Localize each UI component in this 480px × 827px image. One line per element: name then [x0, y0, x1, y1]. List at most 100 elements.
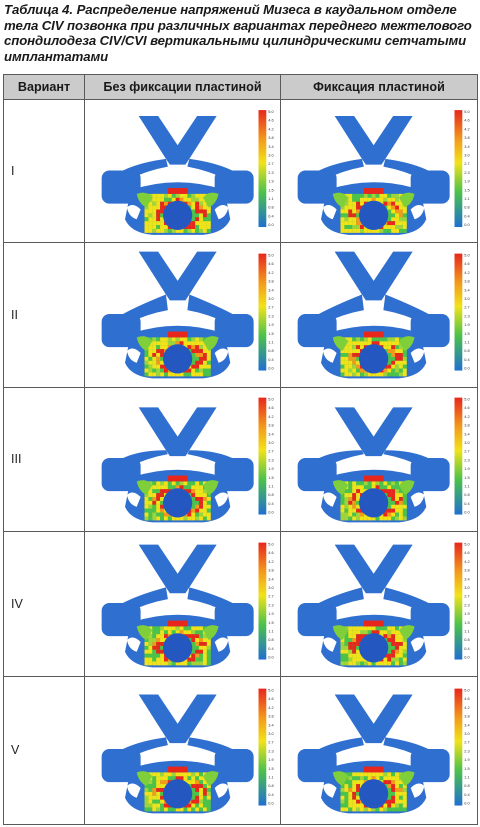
colorbar-tick-label: 0.8 [268, 783, 273, 788]
colorbar-tick-label: 4.6 [268, 550, 273, 555]
colorbar-tick-label: 0.4 [268, 792, 274, 797]
no-plate-stress-cell: 5.0 4.6 4.2 3.8 3.4 3.0 2.7 2.3 1.9 1.5 1.1 0.8 0.4 0… [84, 531, 281, 677]
vertebra-stress-map: 5.0 4.6 4.2 3.8 3.4 3.0 2.7 2.3 1.9 1.5 1.1 0.8 0.4 0… [101, 109, 274, 235]
colorbar-tick-label: 2.7 [464, 740, 469, 745]
colorbar-tick-label: 3.0 [464, 585, 469, 590]
colorbar-tick-label: 2.7 [268, 305, 273, 310]
colorbar-tick-label: 3.4 [268, 432, 274, 437]
table-row: V 5.0 4.6 4.2 3.8 3.4 3.0 2.7 2.3 1.9 1.5 1.1 0.8 0.4… [3, 675, 478, 826]
colorbar-tick-label: 0.0 [464, 222, 469, 227]
colorbar-tick-label: 3.8 [464, 714, 469, 719]
colorbar-tick-label: 4.6 [464, 406, 469, 411]
plate-stress-cell: 5.0 4.6 4.2 3.8 3.4 3.0 2.7 2.3 1.9 1.5 1.1 0.8 0.4 0… [280, 242, 478, 388]
colorbar-tick-label: 2.7 [268, 594, 273, 599]
colorbar-tick-label: 0.8 [268, 348, 273, 353]
caption-label: Таблица 4. [4, 2, 73, 17]
colorbar-tick-label: 2.3 [268, 458, 273, 463]
colorbar-tick-label: 5.0 [464, 541, 469, 546]
colorbar-tick-label: 3.8 [464, 567, 469, 572]
colorbar-tick-label: 0.8 [464, 783, 469, 788]
header-no-plate: Без фиксации пластиной [84, 74, 281, 100]
colorbar-tick-label: 1.5 [464, 331, 469, 336]
colorbar-tick-label: 1.5 [464, 766, 469, 771]
plate-stress-cell: 5.0 4.6 4.2 3.8 3.4 3.0 2.7 2.3 1.9 1.5 1.1 0.8 0.4 0… [280, 98, 478, 244]
colorbar-tick-label: 3.8 [268, 714, 273, 719]
colorbar-tick-label: 0.8 [268, 493, 273, 498]
colorbar-tick-label: 4.2 [268, 705, 273, 710]
vertebra-stress-map: 5.0 4.6 4.2 3.8 3.4 3.0 2.7 2.3 1.9 1.5 1.1 0.8 0.4 0… [101, 541, 274, 668]
colorbar-tick-label: 4.6 [268, 406, 273, 411]
colorbar-tick-label: 1.1 [464, 340, 469, 345]
header-variant: Вариант [3, 74, 85, 100]
colorbar-tick-label: 4.6 [268, 261, 273, 266]
vertebra-stress-map: 5.0 4.6 4.2 3.8 3.4 3.0 2.7 2.3 1.9 1.5 1.1 0.8 0.4 0… [297, 109, 470, 235]
colorbar-tick-label: 4.2 [268, 270, 273, 275]
colorbar-tick-label: 0.0 [464, 801, 469, 806]
colorbar-tick-label: 4.2 [464, 705, 469, 710]
colorbar-tick-label: 4.2 [464, 414, 469, 419]
colorbar-tick-label: 3.0 [464, 731, 469, 736]
variant-label: IV [3, 531, 85, 677]
colorbar-tick-label: 1.5 [268, 475, 273, 480]
colorbar-tick-label: 3.8 [268, 567, 273, 572]
colorbar-tick-label: 5.0 [268, 253, 273, 258]
colorbar-tick-label: 0.8 [464, 204, 469, 209]
colorbar-tick-label: 3.4 [268, 144, 274, 149]
colorbar-tick-label: 1.1 [464, 196, 469, 201]
colorbar-tick-label: 3.0 [268, 152, 273, 157]
colorbar-tick-label: 1.5 [268, 620, 273, 625]
table-row: III 5.0 4.6 4.2 3.8 3.4 3.0 2.7 2.3 1.9 1.5 1.1 0.8 0… [3, 386, 478, 533]
colorbar-tick-label: 1.1 [464, 775, 469, 780]
vertebra-stress-map: 5.0 4.6 4.2 3.8 3.4 3.0 2.7 2.3 1.9 1.5 1.1 0.8 0.4 0… [297, 397, 470, 523]
colorbar-tick-label: 0.4 [268, 357, 274, 362]
no-plate-stress-cell: 5.0 4.6 4.2 3.8 3.4 3.0 2.7 2.3 1.9 1.5 1.1 0.8 0.4 0… [84, 242, 281, 388]
colorbar-tick-label: 4.2 [464, 126, 469, 131]
colorbar-tick-label: 0.4 [464, 646, 470, 651]
colorbar-tick-label: 5.0 [464, 109, 469, 114]
colorbar-tick-label: 5.0 [268, 109, 273, 114]
colorbar-tick-label: 4.2 [268, 126, 273, 131]
colorbar-tick-label: 2.7 [464, 305, 469, 310]
vertebra-stress-map: 5.0 4.6 4.2 3.8 3.4 3.0 2.7 2.3 1.9 1.5 1.1 0.8 0.4 0… [297, 541, 470, 668]
colorbar-tick-label: 3.4 [464, 723, 470, 728]
colorbar-tick-label: 1.9 [268, 467, 273, 472]
table-row: I 5.0 4.6 4.2 3.8 3.4 3.0 2.7 2.3 1.9 1.5 1.1 0.8 0.4… [3, 98, 478, 244]
vertebra-stress-map: 5.0 4.6 4.2 3.8 3.4 3.0 2.7 2.3 1.9 1.5 1.1 0.8 0.4 0… [297, 251, 470, 379]
colorbar-tick-label: 3.8 [268, 279, 273, 284]
colorbar-tick-label: 4.6 [464, 261, 469, 266]
variant-label: I [3, 98, 85, 244]
colorbar-tick-label: 0.8 [268, 204, 273, 209]
colorbar-tick-label: 3.8 [464, 135, 469, 140]
colorbar-tick-label: 2.7 [268, 740, 273, 745]
colorbar-tick-label: 0.0 [268, 801, 273, 806]
colorbar-tick-label: 0.8 [268, 637, 273, 642]
colorbar-tick-label: 1.5 [268, 766, 273, 771]
colorbar-tick-label: 3.0 [268, 296, 273, 301]
colorbar-tick-label: 2.3 [268, 313, 273, 318]
colorbar-tick-label: 3.0 [464, 296, 469, 301]
vertebra-stress-map: 5.0 4.6 4.2 3.8 3.4 3.0 2.7 2.3 1.9 1.5 1.1 0.8 0.4 0… [297, 688, 470, 814]
colorbar-tick-label: 3.0 [464, 152, 469, 157]
colorbar-tick-label: 1.9 [268, 322, 273, 327]
colorbar-tick-label: 0.0 [268, 654, 273, 659]
colorbar-tick-label: 4.6 [464, 697, 469, 702]
colorbar-tick-label: 0.0 [464, 654, 469, 659]
colorbar-tick-label: 0.4 [268, 213, 274, 218]
variant-label: II [3, 242, 85, 388]
colorbar-tick-label: 1.9 [268, 757, 273, 762]
colorbar-tick-label: 2.3 [464, 602, 469, 607]
colorbar-tick-label: 1.9 [464, 757, 469, 762]
table-caption: Таблица 4. Распределение напряжений Мизе… [4, 2, 476, 64]
no-plate-stress-cell: 5.0 4.6 4.2 3.8 3.4 3.0 2.7 2.3 1.9 1.5 1.1 0.8 0.4 0… [84, 675, 281, 826]
no-plate-stress-cell: 5.0 4.6 4.2 3.8 3.4 3.0 2.7 2.3 1.9 1.5 1.1 0.8 0.4 0… [84, 386, 281, 533]
colorbar-tick-label: 0.8 [464, 348, 469, 353]
colorbar-tick-label: 1.9 [464, 178, 469, 183]
colorbar-tick-label: 0.0 [268, 510, 273, 515]
header-plate: Фиксация пластиной [280, 74, 478, 100]
vertebra-stress-map: 5.0 4.6 4.2 3.8 3.4 3.0 2.7 2.3 1.9 1.5 1.1 0.8 0.4 0… [101, 251, 274, 379]
colorbar-tick-label: 3.4 [464, 287, 470, 292]
colorbar-tick-label: 0.8 [464, 493, 469, 498]
colorbar-tick-label: 3.4 [464, 432, 470, 437]
colorbar-tick-label: 4.2 [268, 414, 273, 419]
colorbar-tick-label: 2.3 [464, 313, 469, 318]
